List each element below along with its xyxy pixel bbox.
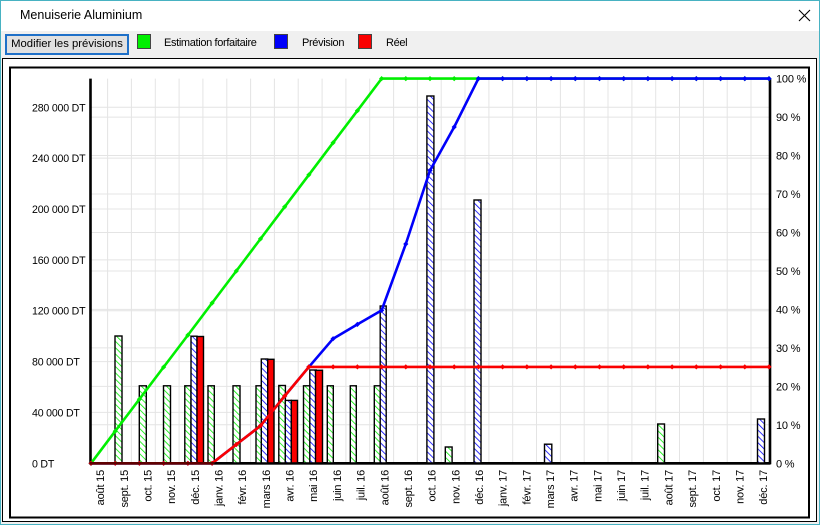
svg-text:80 %: 80 % bbox=[776, 151, 801, 163]
svg-text:avr. 17: avr. 17 bbox=[569, 470, 581, 502]
svg-text:janv. 16: janv. 16 bbox=[214, 470, 226, 507]
svg-text:70 %: 70 % bbox=[776, 189, 801, 201]
svg-text:0 %: 0 % bbox=[776, 458, 795, 470]
svg-text:déc. 15: déc. 15 bbox=[190, 470, 202, 505]
svg-text:août 16: août 16 bbox=[379, 470, 391, 505]
svg-text:50 %: 50 % bbox=[776, 266, 801, 278]
svg-text:20 %: 20 % bbox=[776, 381, 801, 393]
svg-text:févr. 16: févr. 16 bbox=[237, 470, 249, 505]
svg-text:90 %: 90 % bbox=[776, 112, 801, 124]
svg-text:10 %: 10 % bbox=[776, 420, 801, 432]
svg-text:sept. 16: sept. 16 bbox=[403, 470, 415, 508]
svg-text:juin 16: juin 16 bbox=[332, 470, 344, 502]
svg-text:oct. 15: oct. 15 bbox=[143, 470, 155, 502]
svg-text:sept. 17: sept. 17 bbox=[687, 470, 699, 508]
svg-text:120 000 DT: 120 000 DT bbox=[32, 306, 86, 318]
svg-text:nov. 16: nov. 16 bbox=[450, 470, 462, 504]
svg-text:mai 16: mai 16 bbox=[308, 470, 320, 502]
svg-text:nov. 15: nov. 15 bbox=[166, 470, 178, 504]
svg-text:mai 17: mai 17 bbox=[592, 470, 604, 502]
svg-text:100 %: 100 % bbox=[776, 74, 807, 86]
svg-text:oct. 16: oct. 16 bbox=[427, 470, 439, 502]
svg-text:mars 16: mars 16 bbox=[261, 470, 273, 508]
svg-text:80 000 DT: 80 000 DT bbox=[32, 357, 80, 369]
svg-text:janv. 17: janv. 17 bbox=[498, 470, 510, 507]
svg-text:juin 17: juin 17 bbox=[616, 470, 628, 502]
svg-text:déc. 17: déc. 17 bbox=[758, 470, 770, 505]
svg-text:40 %: 40 % bbox=[776, 304, 801, 316]
svg-text:240 000 DT: 240 000 DT bbox=[32, 153, 86, 165]
svg-text:nov. 17: nov. 17 bbox=[735, 470, 747, 504]
svg-text:févr. 17: févr. 17 bbox=[521, 470, 533, 505]
svg-text:avr. 16: avr. 16 bbox=[285, 470, 297, 502]
svg-text:août 17: août 17 bbox=[663, 470, 675, 505]
svg-text:60 %: 60 % bbox=[776, 228, 801, 240]
svg-text:déc. 16: déc. 16 bbox=[474, 470, 486, 505]
svg-text:sept. 15: sept. 15 bbox=[119, 470, 131, 508]
svg-text:40 000 DT: 40 000 DT bbox=[32, 407, 80, 419]
svg-text:mars 17: mars 17 bbox=[545, 470, 557, 508]
svg-text:juil. 16: juil. 16 bbox=[356, 470, 368, 501]
svg-text:0 DT: 0 DT bbox=[32, 458, 55, 470]
svg-text:30 %: 30 % bbox=[776, 343, 801, 355]
svg-text:juil. 17: juil. 17 bbox=[640, 470, 652, 501]
svg-text:août 15: août 15 bbox=[95, 470, 107, 505]
svg-text:160 000 DT: 160 000 DT bbox=[32, 255, 86, 267]
svg-text:280 000 DT: 280 000 DT bbox=[32, 102, 86, 114]
svg-text:oct. 17: oct. 17 bbox=[711, 470, 723, 502]
svg-text:200 000 DT: 200 000 DT bbox=[32, 204, 86, 216]
